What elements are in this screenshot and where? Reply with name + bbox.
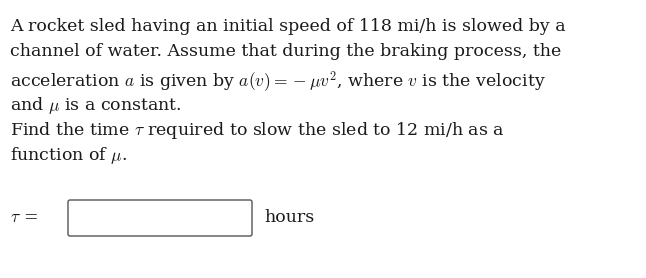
Text: hours: hours [264, 210, 314, 227]
Text: $\tau$ =: $\tau$ = [10, 210, 38, 227]
Text: function of $\mu$.: function of $\mu$. [10, 145, 127, 167]
FancyBboxPatch shape [68, 200, 252, 236]
Text: and $\mu$ is a constant.: and $\mu$ is a constant. [10, 95, 182, 115]
Text: A rocket sled having an initial speed of 118 mi/h is slowed by a: A rocket sled having an initial speed of… [10, 18, 566, 35]
Text: channel of water. Assume that during the braking process, the: channel of water. Assume that during the… [10, 43, 561, 61]
Text: Find the time $\tau$ required to slow the sled to 12 mi/h as a: Find the time $\tau$ required to slow th… [10, 120, 505, 141]
Text: acceleration $a$ is given by $a(v) = -\mu v^2$, where $v$ is the velocity: acceleration $a$ is given by $a(v) = -\m… [10, 69, 546, 94]
